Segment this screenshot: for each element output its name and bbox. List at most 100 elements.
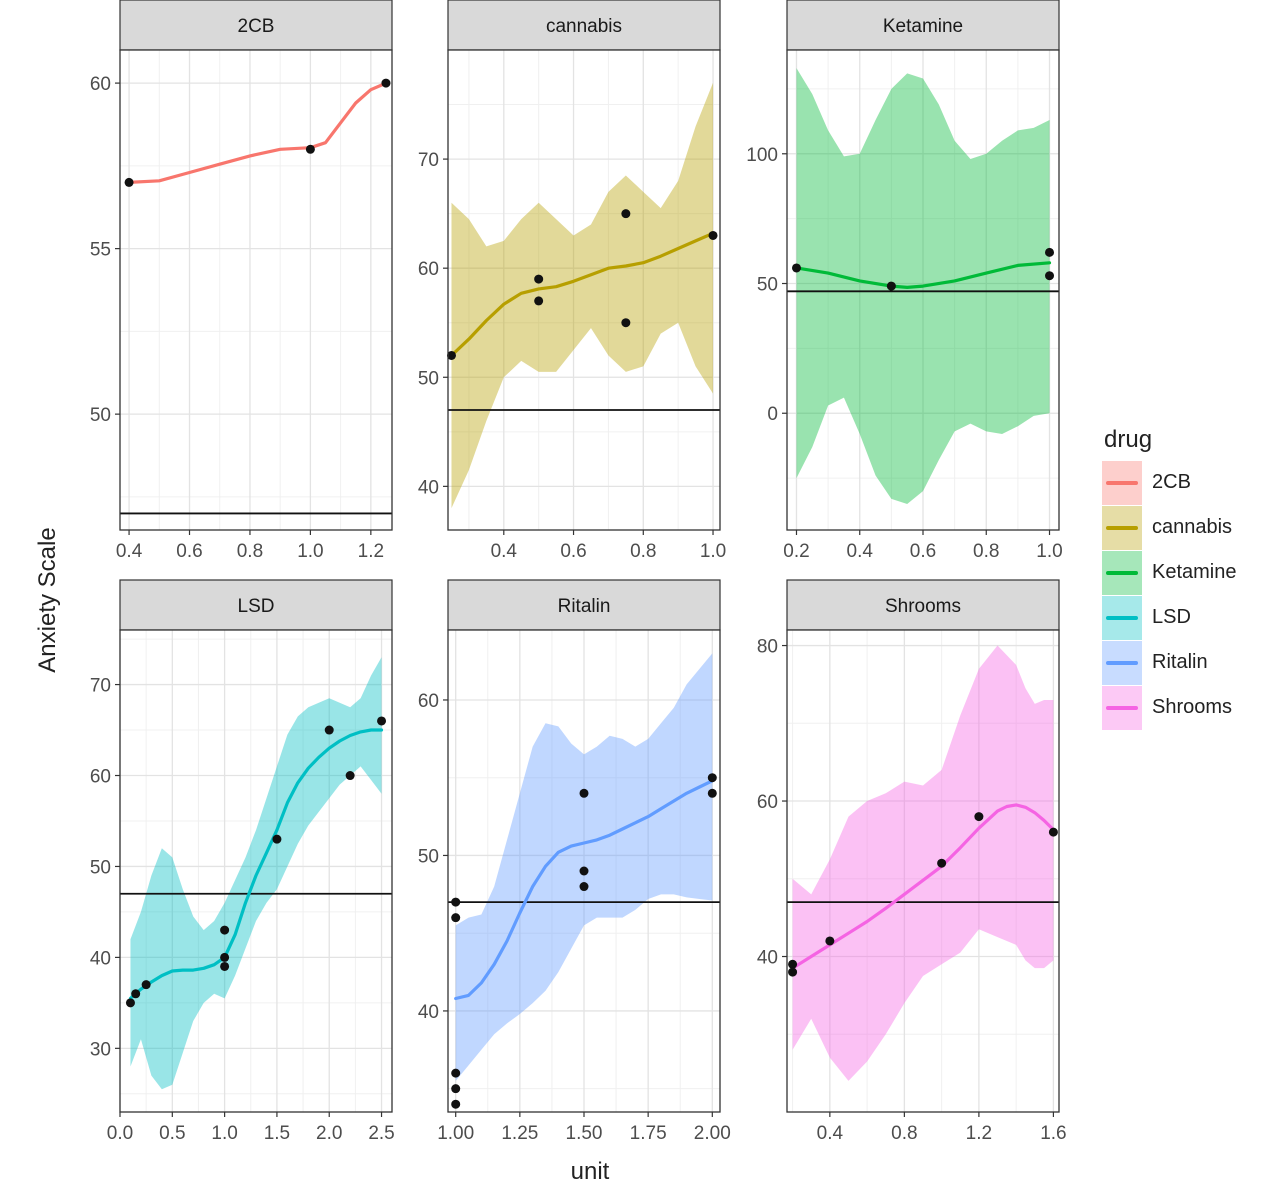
legend-label: LSD xyxy=(1152,606,1191,628)
legend-key xyxy=(1102,685,1142,730)
legend-label: Ketamine xyxy=(1152,561,1237,583)
legend-key xyxy=(1102,595,1142,640)
facet-strip xyxy=(447,579,721,631)
y-tick-label: 60 xyxy=(418,259,439,280)
y-tick-label: 50 xyxy=(757,275,778,296)
legend-item: LSD xyxy=(1102,595,1272,640)
data-point xyxy=(534,274,544,284)
x-tick-label: 0.2 xyxy=(783,541,809,562)
data-point xyxy=(621,318,631,328)
data-point xyxy=(1045,247,1055,257)
x-tick-label: 0.8 xyxy=(630,541,656,562)
legend-title: drug xyxy=(1104,426,1153,453)
data-point xyxy=(534,296,544,306)
data-point xyxy=(707,773,717,783)
x-tick-label: 2.0 xyxy=(316,1123,342,1144)
data-point xyxy=(451,1084,461,1094)
facet-panel: Shrooms 0.4 0.8 1.2 1.6 40 60 80 xyxy=(757,579,1067,1144)
legend-item: Ketamine xyxy=(1102,550,1272,595)
y-tick-label: 40 xyxy=(757,948,778,969)
x-tick-label: 0.6 xyxy=(176,541,202,562)
y-tick-label: 70 xyxy=(418,150,439,171)
facet-title: 2CB xyxy=(238,16,275,37)
x-tick-label: 1.2 xyxy=(966,1123,992,1144)
y-tick-label: 55 xyxy=(90,240,111,261)
facet-strip xyxy=(447,0,721,51)
y-tick-label: 60 xyxy=(90,74,111,95)
data-point xyxy=(220,952,230,962)
smooth-line xyxy=(449,231,715,358)
x-tick-label: 0.6 xyxy=(910,541,936,562)
legend-label: 2CB xyxy=(1152,471,1191,493)
x-tick-label: 1.0 xyxy=(700,541,726,562)
legend-label: Ritalin xyxy=(1152,651,1208,673)
facet-strip xyxy=(119,0,393,51)
data-point xyxy=(579,866,589,876)
x-tick-label: 0.5 xyxy=(159,1123,185,1144)
y-tick-label: 40 xyxy=(90,948,111,969)
y-tick-label: 80 xyxy=(757,637,778,658)
panel-background xyxy=(787,630,1059,1112)
legend-key xyxy=(1102,640,1142,685)
data-point xyxy=(791,263,801,273)
panel-background xyxy=(120,50,392,530)
y-axis-label-container: Anxiety Scale xyxy=(18,300,78,900)
y-tick-label: 60 xyxy=(418,691,439,712)
y-tick-label: 50 xyxy=(418,368,439,389)
data-point xyxy=(377,716,387,726)
x-tick-label: 1.75 xyxy=(630,1123,667,1144)
data-point xyxy=(621,209,631,219)
data-point xyxy=(886,281,896,291)
legend-items: 2CB cannabis Ketamine LSD Ritalin Shrooms xyxy=(1102,460,1272,730)
facet-strip xyxy=(119,579,393,631)
y-tick-label: 100 xyxy=(746,145,778,166)
smooth-line xyxy=(127,81,388,184)
x-tick-label: 2.00 xyxy=(694,1123,731,1144)
x-tick-label: 1.6 xyxy=(1040,1123,1066,1144)
data-point xyxy=(1048,827,1058,837)
panel-border xyxy=(786,629,1060,1113)
data-point xyxy=(937,858,947,868)
x-tick-label: 0.6 xyxy=(560,541,586,562)
data-point xyxy=(451,913,461,923)
legend-item: Ritalin xyxy=(1102,640,1272,685)
legend-label: Shrooms xyxy=(1152,696,1233,718)
facet-panel: Ritalin 1.00 1.25 1.50 1.75 2.00 40 50 60 xyxy=(418,579,731,1144)
y-tick-label: 50 xyxy=(418,846,439,867)
data-point xyxy=(451,897,461,907)
data-point xyxy=(345,771,355,781)
legend-item: Shrooms xyxy=(1102,685,1272,730)
data-point xyxy=(446,350,456,360)
legend-key xyxy=(1102,550,1142,595)
y-tick-label: 50 xyxy=(90,857,111,878)
panel-background xyxy=(448,50,720,530)
y-tick-label: 40 xyxy=(418,1002,439,1023)
y-tick-label: 40 xyxy=(418,477,439,498)
facet-strip xyxy=(786,0,1060,51)
y-tick-label: 50 xyxy=(90,405,111,426)
y-tick-label: 60 xyxy=(757,792,778,813)
facet-panel: LSD 0.0 0.5 1.0 1.5 2.0 2.5 30 40 50 60 70 xyxy=(90,579,395,1144)
x-tick-label: 2.5 xyxy=(368,1123,394,1144)
y-axis-label: Anxiety Scale xyxy=(34,527,61,673)
y-tick-label: 60 xyxy=(90,767,111,788)
x-tick-label: 0.4 xyxy=(817,1123,844,1144)
facet-title: Ritalin xyxy=(558,596,611,617)
smooth-line xyxy=(128,728,384,1000)
data-point xyxy=(825,936,835,946)
smooth-line xyxy=(454,779,714,1001)
data-point xyxy=(124,177,134,187)
x-tick-label: 1.00 xyxy=(437,1123,474,1144)
x-tick-label: 0.0 xyxy=(107,1123,133,1144)
y-tick-label: 30 xyxy=(90,1039,111,1060)
data-point xyxy=(272,834,282,844)
data-point xyxy=(451,1099,461,1109)
x-tick-label: 1.0 xyxy=(211,1123,237,1144)
data-point xyxy=(579,882,589,892)
legend-item: cannabis xyxy=(1102,505,1272,550)
panel-background xyxy=(120,630,392,1112)
data-point xyxy=(220,961,230,971)
x-tick-label: 1.2 xyxy=(358,541,384,562)
legend-item: 2CB xyxy=(1102,460,1272,505)
